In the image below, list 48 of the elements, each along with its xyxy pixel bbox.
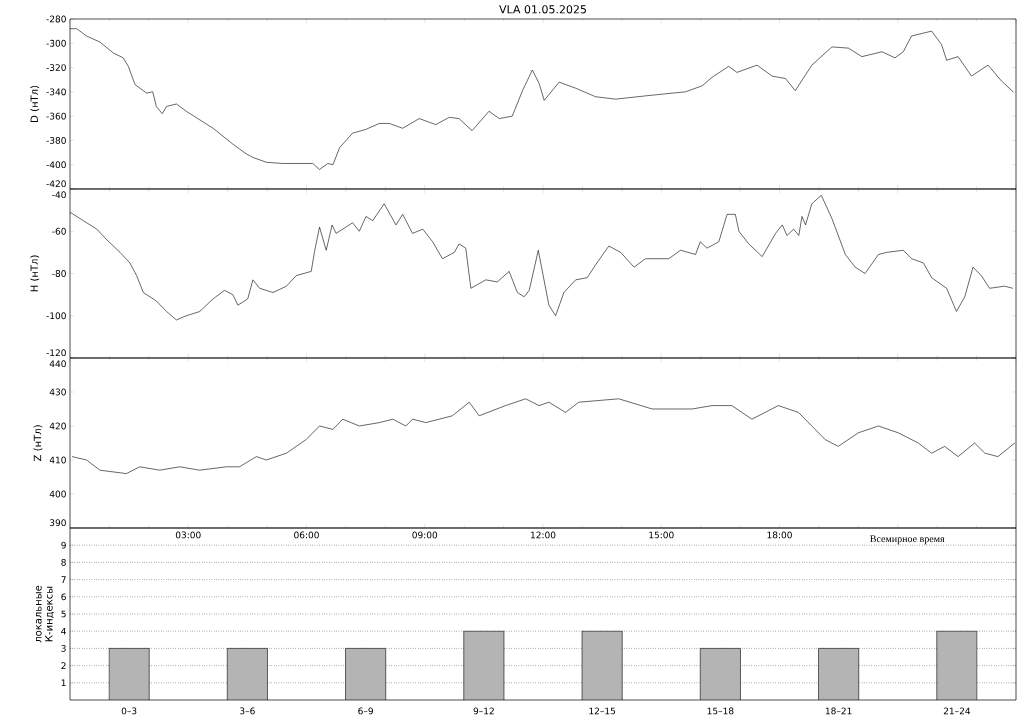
x-tick-label: 12:00 [531, 531, 556, 539]
y-tick-label: -60 [52, 227, 66, 235]
x-tick-label: 21–24 [943, 707, 971, 715]
y-tick-label: -320 [46, 64, 66, 71]
y-tick-label: 3 [61, 644, 66, 652]
y-tick-label: 7 [61, 576, 66, 583]
x-tick-label: 9–12 [473, 707, 494, 715]
y-tick-label: -80 [52, 270, 66, 277]
y-axis-title: локальные К-индексы [35, 585, 54, 643]
y-tick-label: -380 [46, 137, 66, 144]
x-tick-label: 15–18 [707, 707, 734, 715]
x-tick-label: 15:00 [649, 531, 674, 539]
y-tick-label: 9 [61, 541, 66, 549]
x-tick-label: 3–6 [240, 707, 255, 715]
y-tick-label: 2 [61, 662, 66, 669]
y-tick-label: 390 [49, 519, 66, 527]
y-tick-label: 420 [49, 422, 66, 430]
y-axis-title: H (нТл) [30, 255, 40, 292]
x-tick-label: 0–3 [121, 707, 137, 715]
y-axis-title: Z (нТл) [33, 425, 43, 462]
x-tick-label: 18:00 [767, 531, 792, 539]
y-tick-label: -420 [46, 180, 66, 188]
y-tick-label: -340 [46, 88, 66, 96]
y-tick-label: 430 [49, 388, 66, 396]
y-tick-label: 1 [61, 679, 66, 687]
x-tick-label: 18–21 [825, 707, 852, 715]
y-tick-label: 4 [61, 627, 66, 635]
y-tick-label: 8 [61, 558, 66, 566]
y-tick-label: 6 [61, 593, 66, 601]
x-axis-title: Всемирное время [870, 535, 945, 545]
y-tick-label: -100 [46, 312, 66, 320]
y-tick-label: -300 [46, 39, 66, 47]
y-tick-label: 410 [49, 456, 66, 464]
y-tick-label: -280 [46, 15, 66, 23]
y-tick-label: 5 [61, 610, 66, 618]
y-tick-label: -40 [52, 191, 66, 199]
chart-title: VLA 01.05.2025 [499, 5, 586, 14]
y-tick-label: 440 [49, 360, 66, 368]
x-tick-label: 03:00 [175, 531, 201, 539]
y-tick-label: -400 [46, 161, 66, 169]
y-tick-label: -120 [46, 349, 66, 357]
x-tick-label: 6–9 [358, 707, 373, 715]
y-axis-title: D (нТл) [30, 85, 40, 122]
x-tick-label: 09:00 [412, 531, 438, 539]
y-tick-label: -360 [46, 112, 66, 120]
x-tick-label: 06:00 [294, 531, 319, 539]
y-tick-label: 400 [49, 490, 66, 498]
x-tick-label: 12–15 [589, 707, 616, 715]
